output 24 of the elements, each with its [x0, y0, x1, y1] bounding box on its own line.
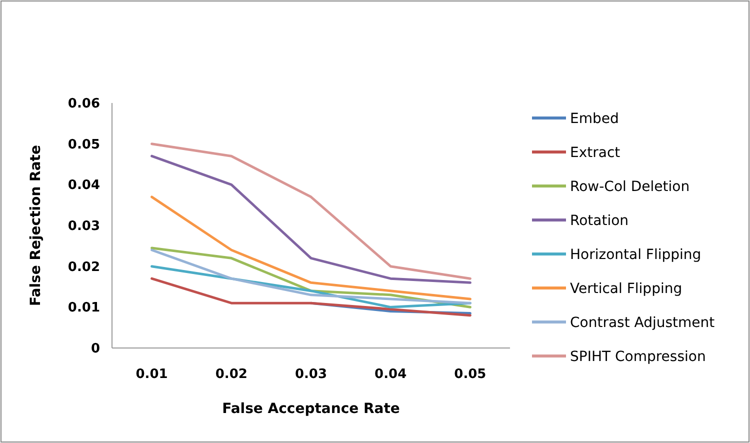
y-tick-label: 0.04: [68, 178, 100, 194]
line-series: [150, 196, 472, 300]
legend-label: Row-Col Deletion: [570, 178, 690, 195]
y-tick-label: 0.01: [68, 300, 100, 316]
y-tick-label: 0.05: [68, 137, 100, 152]
x-axis-title: False Acceptance Rate: [222, 401, 400, 417]
legend-label: Horizontal Flipping: [570, 246, 702, 263]
x-tick-label: 0.05: [454, 367, 486, 382]
legend-label: Vertical Flipping: [570, 280, 682, 297]
x-tick-label: 0.03: [294, 367, 328, 382]
legend-label: Contrast Adjustment: [570, 314, 716, 331]
y-tick-label: 0.02: [68, 260, 100, 275]
legend-label: Embed: [570, 110, 619, 127]
legend-label: Extract: [570, 144, 621, 161]
y-tick-label: 0.03: [68, 219, 100, 234]
x-tick-label: 0.04: [374, 367, 407, 382]
legend-label: Rotation: [570, 212, 629, 229]
legend-label: SPIHT Compression: [570, 348, 706, 365]
y-tick-label: 0: [90, 342, 100, 357]
x-tick-label: 0.02: [215, 367, 248, 382]
line-series: [150, 277, 472, 317]
y-axis-title: False Rejection Rate: [28, 145, 44, 306]
y-tick-label: 0.06: [68, 96, 100, 112]
x-tick-label: 0.01: [136, 367, 168, 382]
